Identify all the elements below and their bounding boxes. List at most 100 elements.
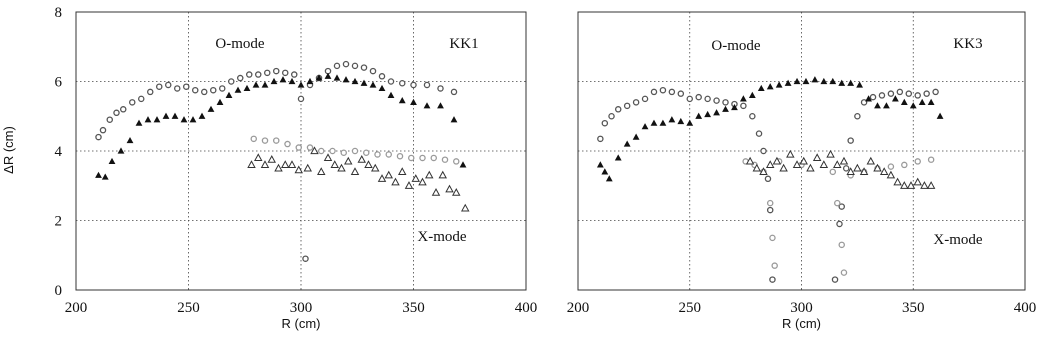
data-point-light-open-circle [927,156,935,163]
panel-label: KK1 [449,36,478,52]
data-point-open-triangle [826,149,835,158]
data-point-filled-triangle [713,109,720,116]
data-point-open-triangle [310,146,319,155]
data-point-filled-triangle [632,133,640,140]
x-mode-annotation: X-mode [933,232,982,248]
data-point-open-circle [914,92,921,99]
data-point-filled-triangle [95,171,102,178]
data-point-open-circle [755,130,763,137]
data-point-filled-triangle [225,91,233,98]
data-point-open-circle [760,147,767,155]
data-point-open-triangle [364,160,373,168]
data-point-filled-triangle [117,147,125,154]
data-point-open-circle [182,83,190,90]
data-point-filled-triangle [216,98,224,105]
data-point-open-circle [831,276,839,283]
x-tick-label: 400 [515,300,538,316]
data-point-filled-triangle [847,79,855,86]
data-point-filled-triangle [677,117,685,125]
data-point-filled-triangle [900,98,908,105]
data-point-filled-triangle [288,77,296,85]
data-point-open-circle [878,92,886,99]
data-point-filled-triangle [180,116,188,123]
data-point-filled-triangle [605,175,613,182]
data-point-filled-triangle [437,102,444,109]
data-point-light-open-circle [430,154,437,162]
data-point-open-triangle [786,149,795,158]
data-point-open-triangle [247,160,256,168]
data-point-open-circle [209,86,217,94]
y-tick-label: 4 [55,144,63,160]
data-point-open-triangle [330,160,339,168]
data-point-open-circle [378,73,386,80]
data-point-light-open-circle [441,156,449,163]
data-point-open-triangle [806,163,815,172]
data-point-filled-triangle [838,79,846,86]
data-point-open-triangle [404,181,414,189]
data-point-filled-triangle [766,83,774,90]
data-point-filled-triangle [704,110,712,118]
data-point-open-triangle [438,170,447,179]
data-point-open-circle [437,85,444,92]
data-point-open-circle [842,165,850,172]
data-point-open-circle [173,85,181,92]
plot-frame [75,11,527,291]
y-tick-label: 8 [55,5,63,21]
data-point-open-triangle [303,163,312,172]
data-point-light-open-circle [261,137,269,144]
x-tick-label: 300 [790,300,813,316]
data-point-light-open-circle [901,161,908,169]
data-point-open-circle [641,95,649,103]
data-point-open-circle [254,71,262,78]
data-point-filled-triangle [423,102,431,109]
data-point-open-circle [905,90,913,97]
chart-panel-kk1: 200 250 300 350 400 0 2 4 6 8 R (cm) KK1 O-mode X-mod… [55,5,538,331]
data-point-filled-triangle [793,77,801,85]
data-point-light-open-circle [329,147,336,155]
data-point-filled-triangle [243,84,251,92]
data-point-light-open-circle [362,149,370,156]
data-point-open-circle [360,64,368,71]
data-point-open-triangle [859,167,869,175]
data-point-open-circle [896,88,904,96]
data-point-filled-triangle [909,102,917,109]
data-point-filled-triangle [387,91,395,98]
data-point-open-triangle [772,156,782,165]
data-point-filled-triangle [398,97,406,104]
data-point-open-triangle [792,160,802,168]
data-point-open-circle [342,60,350,68]
data-point-light-open-circle [340,149,347,156]
data-point-filled-triangle [739,95,747,102]
data-point-filled-triangle [686,119,694,126]
data-point-filled-triangle [306,77,314,85]
data-point-open-circle [99,126,107,134]
x-tick-label: 250 [177,300,200,316]
data-point-open-circle [218,85,226,92]
data-point-open-circle [128,99,136,106]
data-point-filled-triangle [596,161,604,168]
data-point-open-triangle [799,156,808,165]
data-point-light-open-circle [771,262,778,269]
data-point-open-triangle [461,203,470,212]
data-point-open-circle [263,69,271,77]
data-point-light-open-circle [887,163,895,170]
data-point-open-circle [369,67,377,75]
data-point-open-triangle [357,155,366,163]
data-point-open-circle [200,88,208,96]
data-point-open-triangle [752,163,762,172]
data-point-filled-triangle [297,81,305,88]
data-point-filled-triangle [410,98,417,105]
x-tick-label: 400 [1014,300,1037,316]
data-point-open-triangle [926,181,936,189]
data-point-open-triangle [452,188,461,196]
data-point-open-triangle [886,170,896,179]
data-point-filled-triangle [927,98,935,105]
data-point-open-circle [608,113,615,120]
data-point-open-triangle [765,160,775,168]
data-point-open-triangle [846,167,855,175]
data-point-open-circle [113,109,120,117]
data-point-filled-triangle [252,81,260,88]
plot-frame [577,11,1026,291]
data-point-filled-triangle [601,168,609,175]
